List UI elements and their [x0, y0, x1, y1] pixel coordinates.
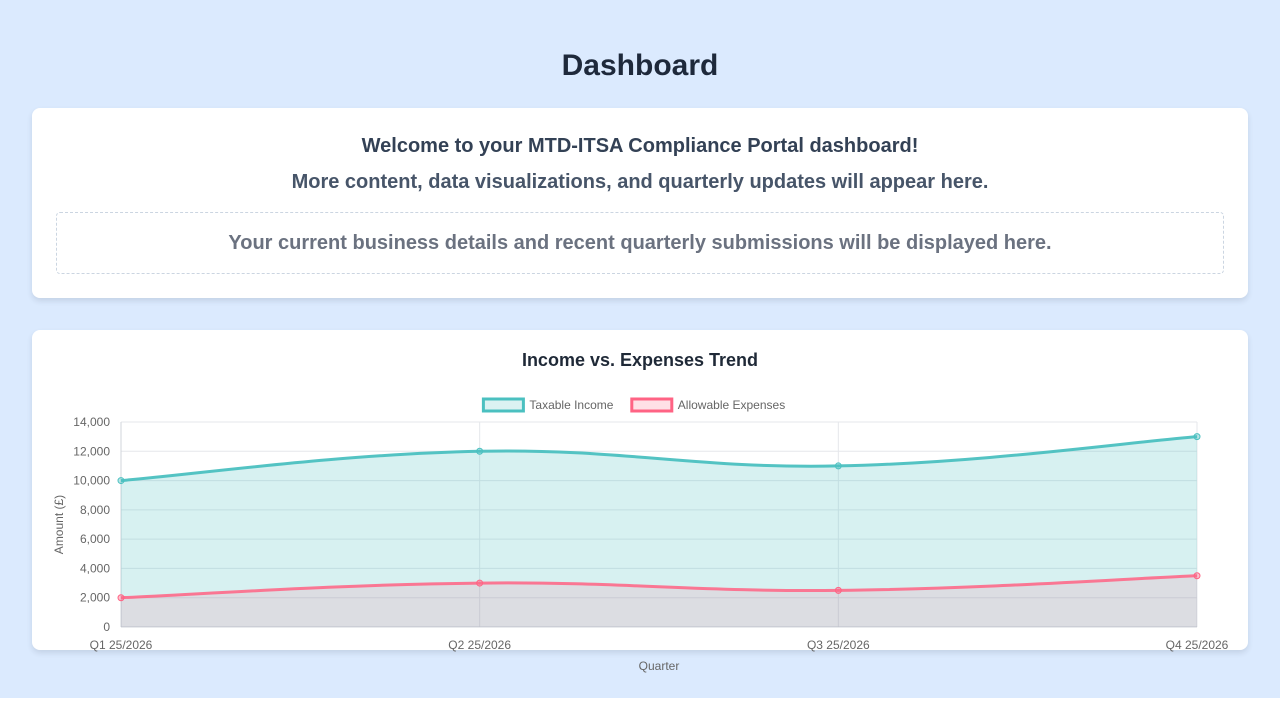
- data-point: [117, 594, 125, 602]
- series-line-0: [120, 435, 1198, 483]
- data-point: [476, 447, 484, 455]
- data-point: [1193, 572, 1201, 580]
- data-point: [476, 579, 484, 587]
- y-axis-title: Amount (£): [52, 495, 66, 554]
- data-point: [117, 477, 125, 485]
- page-title: Dashboard: [561, 49, 719, 82]
- series-line-1: [120, 574, 1198, 600]
- chart-title: Income vs. Expenses Trend: [521, 350, 759, 370]
- y-tick-label: 0: [103, 620, 110, 634]
- y-tick-label: 10,000: [73, 474, 110, 488]
- legend-label: Taxable Income: [529, 398, 613, 412]
- welcome-heading: Welcome to your MTD-ITSA Compliance Port…: [361, 135, 919, 157]
- x-axis-title: Quarter: [639, 659, 680, 673]
- welcome-card: Welcome to your MTD-ITSA Compliance Port…: [32, 108, 1248, 298]
- data-point: [834, 586, 842, 594]
- x-tick-label: Q2 25/2026: [448, 638, 511, 652]
- series-area-0: [121, 436, 1197, 627]
- y-tick-label: 12,000: [73, 444, 110, 458]
- data-point: [1193, 433, 1201, 441]
- dashboard-page: Dashboard Welcome to your MTD-ITSA Compl…: [0, 0, 1280, 698]
- y-tick-label: 6,000: [80, 532, 110, 546]
- y-tick-label: 8,000: [80, 503, 110, 517]
- legend-swatch: [481, 397, 525, 413]
- chart-card: Income vs. Expenses Trend: [32, 330, 1248, 650]
- y-tick-label: 4,000: [80, 561, 110, 575]
- data-point: [834, 462, 842, 470]
- x-tick-label: Q1 25/2026: [90, 638, 153, 652]
- business-details-placeholder: Your current business details and recent…: [56, 212, 1224, 274]
- y-tick-label: 14,000: [73, 415, 110, 429]
- legend-swatch: [630, 397, 674, 413]
- y-tick-label: 2,000: [80, 591, 110, 605]
- welcome-subheading: More content, data visualizations, and q…: [291, 171, 989, 193]
- x-tick-label: Q3 25/2026: [807, 638, 870, 652]
- x-tick-label: Q4 25/2026: [1166, 638, 1229, 652]
- legend-label: Allowable Expenses: [678, 398, 785, 412]
- income-expenses-chart: 0 2,000 4,000 6,000 8,000 10,000 12,000 14,000 Q…: [52, 397, 1229, 673]
